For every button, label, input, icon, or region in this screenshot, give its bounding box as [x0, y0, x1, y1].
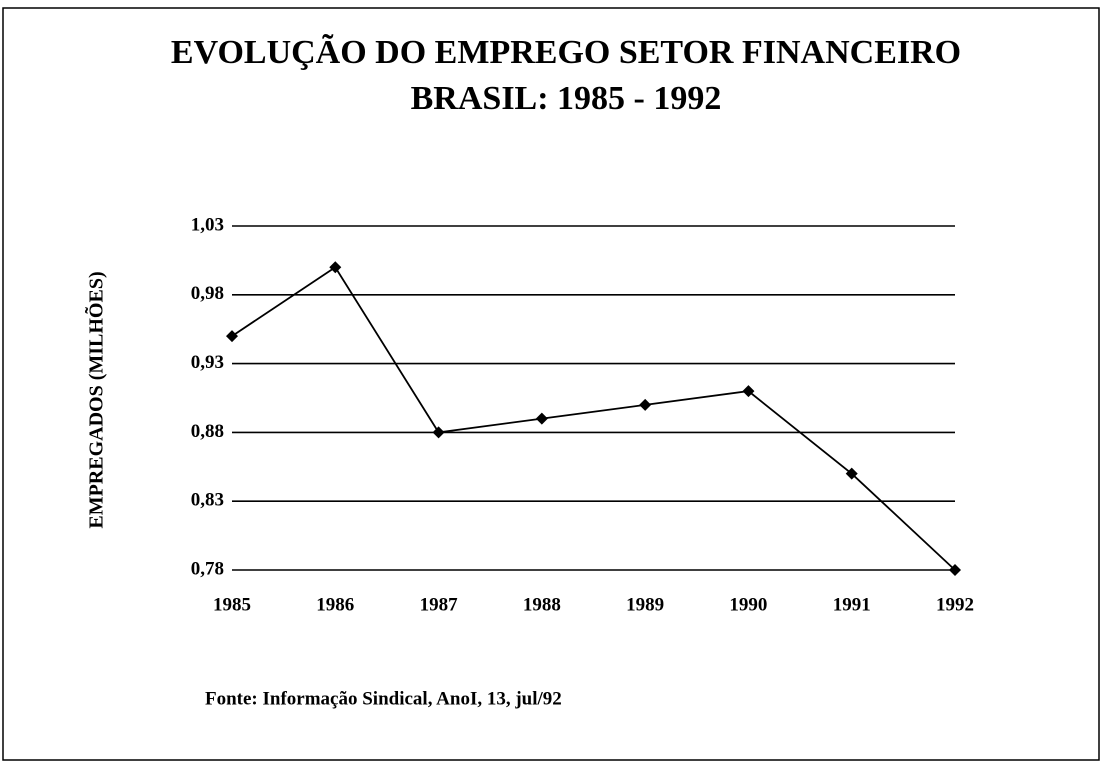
y-tick-label: 0,83 [191, 490, 224, 511]
y-tick-label: 0,88 [191, 421, 224, 442]
data-point [845, 467, 858, 480]
y-tick-label: 0,93 [191, 352, 224, 373]
x-tick-label: 1987 [420, 594, 459, 615]
x-tick-label: 1992 [936, 594, 974, 615]
data-point [226, 330, 238, 343]
chart-title: EVOLUÇÃO DO EMPREGO SETOR FINANCEIRO [171, 34, 961, 71]
x-tick-label: 1989 [626, 594, 664, 615]
chart-subtitle: BRASIL: 1985 - 1992 [411, 80, 722, 117]
data-point [949, 564, 961, 576]
data-point [329, 261, 342, 274]
data-point [535, 412, 548, 425]
source-note: Fonte: Informação Sindical, AnoI, 13, ju… [205, 688, 562, 709]
data-point [742, 385, 755, 398]
frame [2, 7, 1100, 761]
x-tick-label: 1990 [729, 594, 767, 615]
data-point [432, 426, 445, 439]
data-line [231, 266, 956, 571]
y-axis-label: EMPREGADOS (MILHÕES) [84, 271, 108, 528]
x-tick-label: 1985 [213, 594, 251, 615]
x-tick-label: 1986 [316, 594, 354, 615]
y-tick-label: 0,98 [191, 283, 224, 304]
x-tick-label: 1991 [833, 594, 871, 615]
data-point [639, 398, 652, 411]
y-tick-label: 0,78 [191, 558, 224, 579]
x-tick-label: 1988 [523, 594, 561, 615]
y-tick-label: 1,03 [191, 214, 224, 235]
